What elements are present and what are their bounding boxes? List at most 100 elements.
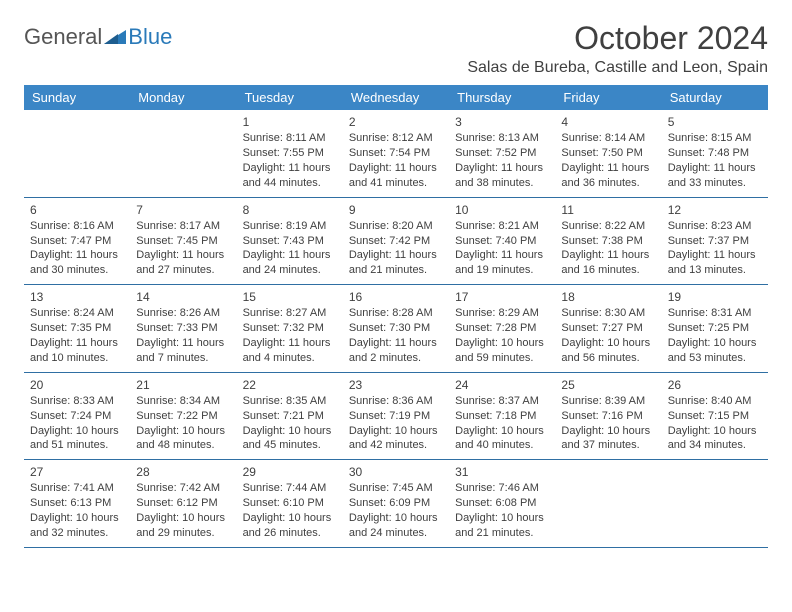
day-cell: 25Sunrise: 8:39 AMSunset: 7:16 PMDayligh…: [555, 373, 661, 460]
day-day2: and 51 minutes.: [30, 438, 124, 453]
day-cell: 2Sunrise: 8:12 AMSunset: 7:54 PMDaylight…: [343, 110, 449, 197]
day-sunrise: Sunrise: 8:24 AM: [30, 306, 124, 321]
day-number: 12: [668, 202, 762, 218]
day-cell: 19Sunrise: 8:31 AMSunset: 7:25 PMDayligh…: [662, 285, 768, 372]
day-day1: Daylight: 11 hours: [349, 161, 443, 176]
week-row: 20Sunrise: 8:33 AMSunset: 7:24 PMDayligh…: [24, 373, 768, 461]
day-header-mon: Monday: [130, 85, 236, 110]
title-block: October 2024 Salas de Bureba, Castille a…: [467, 20, 768, 77]
day-day1: Daylight: 11 hours: [668, 161, 762, 176]
location-subtitle: Salas de Bureba, Castille and Leon, Spai…: [467, 59, 768, 77]
day-sunrise: Sunrise: 8:37 AM: [455, 394, 549, 409]
logo: General Blue: [24, 24, 172, 50]
week-row: 13Sunrise: 8:24 AMSunset: 7:35 PM Dayligh…: [24, 285, 768, 373]
day-sunrise: Sunrise: 7:41 AM: [30, 481, 124, 496]
day-number: 4: [561, 114, 655, 130]
day-header-sun: Sunday: [24, 85, 130, 110]
day-number: 9: [349, 202, 443, 218]
day-sunset: Sunset: 7:32 PM: [243, 321, 337, 336]
day-day2: and 33 minutes.: [668, 176, 762, 191]
day-number: 11: [561, 202, 655, 218]
day-number: 13: [30, 289, 124, 305]
day-sunset: Sunset: 7:18 PM: [455, 409, 549, 424]
day-sunrise: Sunrise: 8:19 AM: [243, 219, 337, 234]
day-sunrise: Sunrise: 8:17 AM: [136, 219, 230, 234]
day-day2: and 10 minutes.: [30, 351, 124, 366]
day-number: 1: [243, 114, 337, 130]
logo-word-general: General: [24, 24, 102, 50]
day-cell: 21Sunrise: 8:34 AMSunset: 7:22 PMDayligh…: [130, 373, 236, 460]
day-number: 5: [668, 114, 762, 130]
day-cell: 24Sunrise: 8:37 AMSunset: 7:18 PMDayligh…: [449, 373, 555, 460]
day-cell: 27Sunrise: 7:41 AMSunset: 6:13 PMDayligh…: [24, 460, 130, 547]
day-day1: Daylight: 11 hours: [243, 336, 337, 351]
day-header-sat: Saturday: [662, 85, 768, 110]
day-number: 30: [349, 464, 443, 480]
day-sunrise: Sunrise: 8:28 AM: [349, 306, 443, 321]
day-day2: and 38 minutes.: [455, 176, 549, 191]
day-number: 27: [30, 464, 124, 480]
day-day2: and 34 minutes.: [668, 438, 762, 453]
day-number: 16: [349, 289, 443, 305]
day-cell: 18Sunrise: 8:30 AMSunset: 7:27 PMDayligh…: [555, 285, 661, 372]
day-day1: Daylight: 11 hours: [243, 161, 337, 176]
day-number: 31: [455, 464, 549, 480]
weeks-container: 1Sunrise: 8:11 AMSunset: 7:55 PMDaylight…: [24, 110, 768, 548]
day-number: 6: [30, 202, 124, 218]
day-day2: and 32 minutes.: [30, 526, 124, 541]
day-sunset: Sunset: 7:38 PM: [561, 234, 655, 249]
day-number: 21: [136, 377, 230, 393]
day-sunset: Sunset: 7:16 PM: [561, 409, 655, 424]
day-day2: and 24 minutes.: [349, 526, 443, 541]
day-sunset: Sunset: 7:21 PM: [243, 409, 337, 424]
day-cell: 8Sunrise: 8:19 AMSunset: 7:43 PMDaylight…: [237, 198, 343, 285]
day-sunrise: Sunrise: 8:35 AM: [243, 394, 337, 409]
day-day1: Daylight: 11 hours: [349, 248, 443, 263]
day-sunset: Sunset: 7:33 PM: [136, 321, 230, 336]
day-number: 28: [136, 464, 230, 480]
week-row: 6Sunrise: 8:16 AMSunset: 7:47 PMDaylight…: [24, 198, 768, 286]
day-sunrise: Sunrise: 8:23 AM: [668, 219, 762, 234]
day-number: 29: [243, 464, 337, 480]
week-row: 1Sunrise: 8:11 AMSunset: 7:55 PMDaylight…: [24, 110, 768, 198]
day-cell: 15Sunrise: 8:27 AMSunset: 7:32 PMDayligh…: [237, 285, 343, 372]
day-number: 15: [243, 289, 337, 305]
day-number: 2: [349, 114, 443, 130]
day-cell: 12Sunrise: 8:23 AMSunset: 7:37 PMDayligh…: [662, 198, 768, 285]
day-sunrise: Sunrise: 7:44 AM: [243, 481, 337, 496]
day-sunrise: Sunrise: 8:29 AM: [455, 306, 549, 321]
day-sunrise: Sunrise: 8:21 AM: [455, 219, 549, 234]
day-cell: 22Sunrise: 8:35 AMSunset: 7:21 PMDayligh…: [237, 373, 343, 460]
day-cell: 7Sunrise: 8:17 AMSunset: 7:45 PMDaylight…: [130, 198, 236, 285]
day-cell: 3Sunrise: 8:13 AMSunset: 7:52 PMDaylight…: [449, 110, 555, 197]
day-cell: 26Sunrise: 8:40 AMSunset: 7:15 PMDayligh…: [662, 373, 768, 460]
day-number: 22: [243, 377, 337, 393]
day-sunrise: Sunrise: 7:45 AM: [349, 481, 443, 496]
day-sunrise: Sunrise: 8:39 AM: [561, 394, 655, 409]
calendar: Sunday Monday Tuesday Wednesday Thursday…: [24, 85, 768, 548]
day-sunset: Sunset: 6:10 PM: [243, 496, 337, 511]
day-sunrise: Sunrise: 8:34 AM: [136, 394, 230, 409]
day-day1: Daylight: 10 hours: [136, 511, 230, 526]
day-sunrise: Sunrise: 8:31 AM: [668, 306, 762, 321]
day-day1: Daylight: 11 hours: [561, 161, 655, 176]
day-cell: 9Sunrise: 8:20 AMSunset: 7:42 PMDaylight…: [343, 198, 449, 285]
day-cell: 10Sunrise: 8:21 AMSunset: 7:40 PMDayligh…: [449, 198, 555, 285]
day-day2: and 37 minutes.: [561, 438, 655, 453]
day-number: 8: [243, 202, 337, 218]
day-cell: 11Sunrise: 8:22 AMSunset: 7:38 PMDayligh…: [555, 198, 661, 285]
day-day1: Daylight: 10 hours: [668, 424, 762, 439]
day-header-fri: Friday: [555, 85, 661, 110]
day-day2: and 44 minutes.: [243, 176, 337, 191]
day-sunrise: Sunrise: 8:22 AM: [561, 219, 655, 234]
logo-triangle-icon: [104, 24, 126, 50]
day-sunrise: Sunrise: 8:27 AM: [243, 306, 337, 321]
day-sunrise: Sunrise: 7:42 AM: [136, 481, 230, 496]
day-day1: Daylight: 10 hours: [243, 511, 337, 526]
day-header-thu: Thursday: [449, 85, 555, 110]
day-sunset: Sunset: 7:35 PM: [30, 321, 124, 336]
empty-cell: [555, 460, 661, 547]
day-day1: Daylight: 10 hours: [349, 424, 443, 439]
day-sunrise: Sunrise: 8:16 AM: [30, 219, 124, 234]
day-sunset: Sunset: 6:08 PM: [455, 496, 549, 511]
